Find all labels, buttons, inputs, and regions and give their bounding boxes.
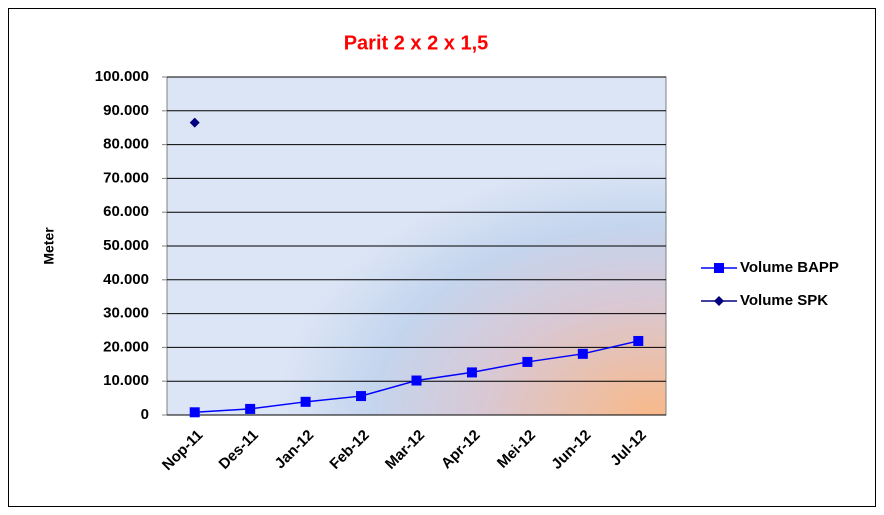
data-point bbox=[577, 348, 588, 359]
y-axis-label: Meter bbox=[41, 227, 57, 265]
data-point bbox=[466, 367, 477, 378]
data-point bbox=[714, 263, 724, 273]
y-tick-label: 30.000 bbox=[103, 305, 149, 322]
y-tick-label: 80.000 bbox=[103, 136, 149, 153]
y-tick-label: 60.000 bbox=[103, 203, 149, 220]
data-point bbox=[189, 407, 200, 418]
chart-title: Parit 2 x 2 x 1,5 bbox=[344, 32, 489, 54]
y-tick-label: 10.000 bbox=[103, 372, 149, 389]
data-point bbox=[356, 391, 367, 402]
data-point bbox=[633, 335, 644, 346]
data-point bbox=[189, 117, 200, 128]
legend-label: Volume BAPP bbox=[740, 259, 839, 276]
y-tick-label: 0 bbox=[141, 406, 149, 423]
y-tick-label: 40.000 bbox=[103, 271, 149, 288]
data-point bbox=[522, 356, 533, 367]
data-point bbox=[300, 396, 311, 407]
y-tick-label: 50.000 bbox=[103, 237, 149, 254]
data-point bbox=[411, 375, 422, 386]
y-tick-label: 100.000 bbox=[95, 68, 149, 85]
legend-label: Volume SPK bbox=[740, 292, 828, 309]
data-point bbox=[714, 296, 724, 306]
data-point bbox=[245, 403, 256, 414]
y-tick-label: 20.000 bbox=[103, 338, 149, 355]
y-tick-label: 90.000 bbox=[103, 102, 149, 119]
y-tick-label: 70.000 bbox=[103, 169, 149, 186]
